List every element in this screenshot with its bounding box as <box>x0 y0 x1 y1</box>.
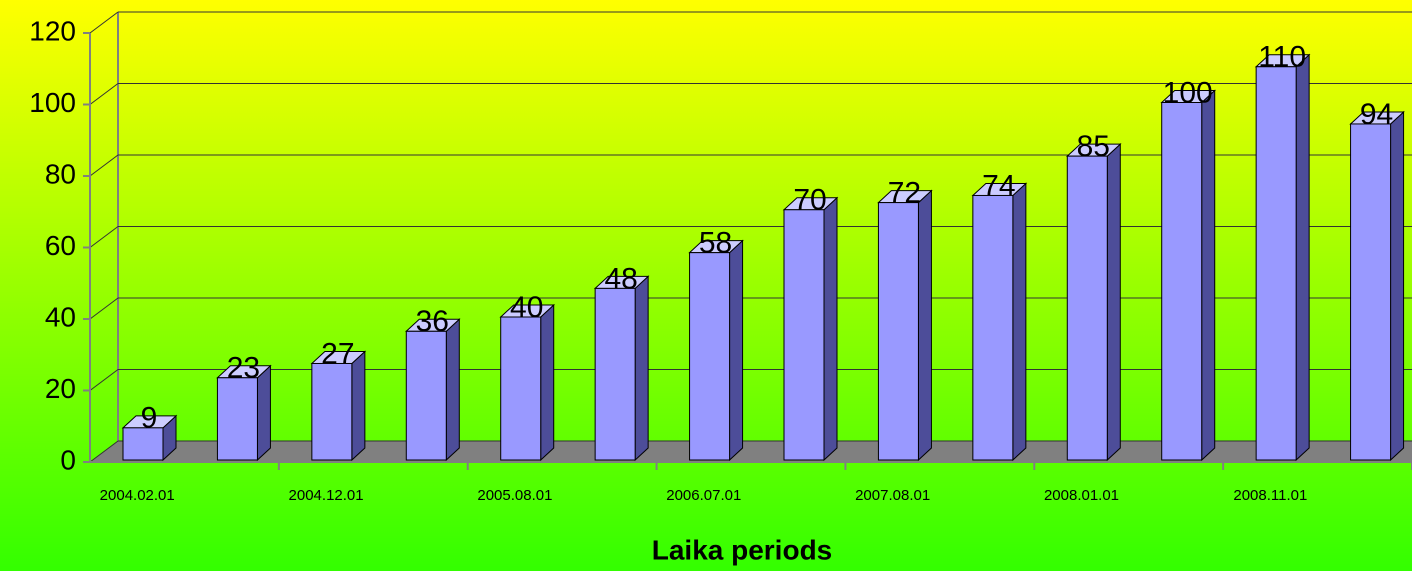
bar-side <box>540 303 555 462</box>
bar-side <box>1106 142 1121 462</box>
y-tick-label: 20 <box>45 373 76 404</box>
bar <box>689 252 731 461</box>
y-tick-label: 80 <box>45 158 76 189</box>
data-label: 36 <box>416 305 449 338</box>
bar <box>877 202 919 461</box>
grid-line-side <box>89 83 119 105</box>
data-label: 9 <box>141 402 158 435</box>
bar-side <box>1012 182 1027 462</box>
plot: 0 20 40 60 80 100 120 2004.02.01 9 23 2004.12.01 27… <box>29 11 1412 504</box>
bar <box>216 377 258 461</box>
bar-side <box>729 239 744 462</box>
x-tick-label: 2007.08.01 <box>855 487 930 504</box>
bar <box>500 316 542 461</box>
x-tick-label: 2006.07.01 <box>666 487 741 504</box>
x-tick-label: 2004.12.01 <box>289 487 364 504</box>
data-label: 23 <box>227 352 260 385</box>
x-tick-label: 2004.02.01 <box>100 487 175 504</box>
x-tick-label: 2005.08.01 <box>477 487 552 504</box>
data-label: 100 <box>1163 76 1213 109</box>
data-label: 40 <box>510 291 543 324</box>
y-tick-label: 0 <box>60 444 76 475</box>
bar <box>972 194 1014 461</box>
bar <box>405 330 447 461</box>
bar-side <box>1295 53 1310 462</box>
data-label: 74 <box>982 169 1015 202</box>
bar <box>122 427 164 461</box>
grid-line-side <box>89 440 119 463</box>
bar <box>1255 66 1297 461</box>
bar <box>1161 102 1203 461</box>
bar-side <box>634 275 649 462</box>
bar-side <box>1201 89 1216 462</box>
bar-side <box>1390 110 1405 462</box>
y-tick-label: 120 <box>29 15 76 46</box>
bar-side <box>823 196 838 462</box>
bar <box>594 287 636 461</box>
grid-line-side <box>89 369 119 391</box>
data-label: 58 <box>699 227 732 260</box>
grid-line-side <box>89 154 119 177</box>
data-label: 70 <box>793 184 826 217</box>
grid-line-side <box>89 297 119 320</box>
x-tick-label: 2008.11.01 <box>1233 487 1307 504</box>
data-label: 72 <box>888 177 921 210</box>
data-label: 94 <box>1360 98 1393 131</box>
y-tick-label: 40 <box>45 301 76 332</box>
grid-line-side <box>89 226 119 248</box>
x-axis-title: Laika periods <box>652 534 833 565</box>
bar <box>1350 123 1392 461</box>
bar <box>783 209 825 461</box>
data-label: 48 <box>604 262 637 295</box>
bar <box>311 362 353 461</box>
data-label: 110 <box>1258 41 1306 74</box>
y-tick-label: 100 <box>29 87 76 118</box>
data-label: 27 <box>321 337 354 370</box>
x-tick-label: 2008.01.01 <box>1044 487 1119 504</box>
bar-side <box>445 318 460 462</box>
data-label: 85 <box>1077 130 1110 163</box>
y-tick-label: 60 <box>45 230 76 261</box>
grid-line-side <box>89 11 119 34</box>
bar-side <box>917 189 932 462</box>
bar <box>1066 155 1108 461</box>
